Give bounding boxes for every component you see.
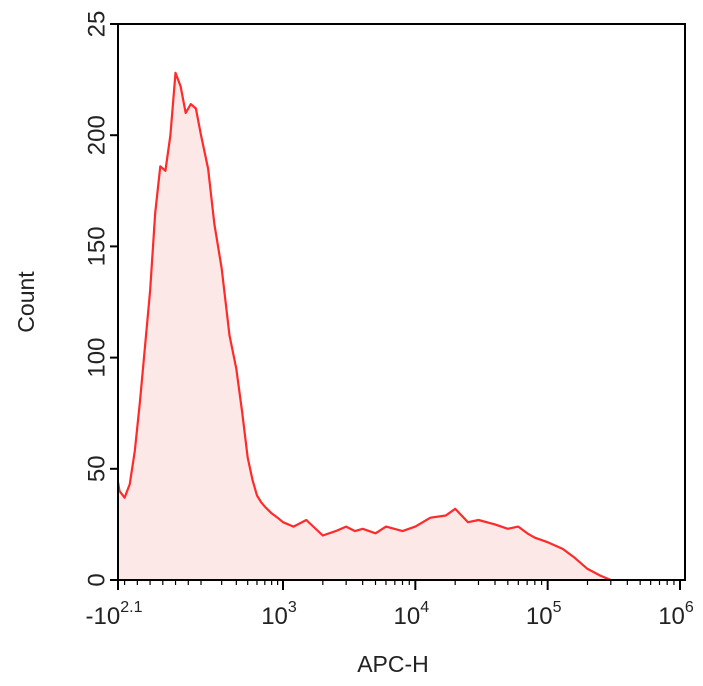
x-axis: -102.1 103 104 105 106	[86, 580, 694, 630]
y-tick-label: 200	[83, 115, 110, 155]
x-tick-label: -102.1	[86, 599, 143, 630]
x-tick-label: 105	[526, 599, 562, 630]
y-tick-label: 100	[83, 338, 110, 378]
y-axis: 0 50 100 150 200 25	[83, 11, 118, 587]
y-tick-label: 25	[83, 11, 110, 38]
histogram-fill-0	[118, 72, 611, 581]
y-axis-title: Count	[13, 271, 39, 333]
x-axis-title: APC-H	[357, 651, 429, 677]
y-tick-label: 150	[83, 226, 110, 266]
y-tick-label: 0	[83, 573, 110, 586]
y-tick-label: 50	[83, 455, 110, 482]
x-tick-label: 103	[261, 599, 297, 630]
plot-area	[116, 71, 612, 582]
x-tick-label: 104	[394, 599, 430, 630]
histogram-line-0	[116, 71, 612, 582]
x-tick-label: 106	[658, 599, 694, 630]
plot-frame	[117, 23, 686, 581]
